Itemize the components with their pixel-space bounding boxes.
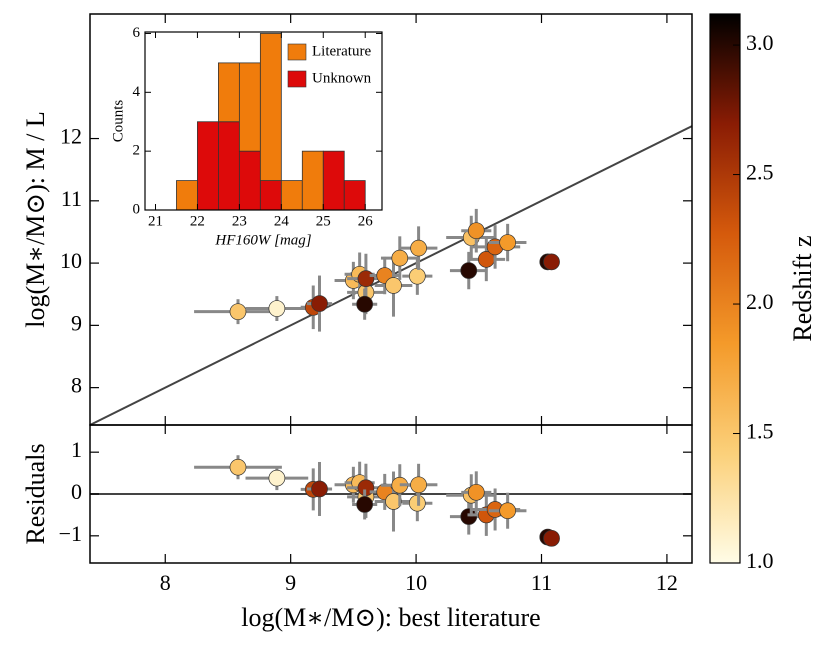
y-tick-label: 4 [133, 84, 141, 100]
colorbar-tick-label: 1.0 [746, 548, 774, 573]
x-tick-label: 11 [531, 570, 552, 595]
residual-point [467, 483, 485, 501]
x-tick-label: 8 [160, 570, 171, 595]
histogram-bar [259, 33, 282, 181]
histogram-bar [238, 62, 261, 152]
legend-swatch [287, 43, 307, 61]
legend-label: Literature [312, 43, 371, 59]
y-tick-label: 0 [71, 479, 82, 504]
point [460, 262, 478, 279]
legend-swatch [287, 70, 307, 88]
x-tick-label: 22 [190, 213, 205, 229]
residual-point [460, 508, 478, 525]
x-tick-label: 24 [274, 213, 290, 229]
x-tick-label: 26 [358, 213, 374, 229]
histogram-bar [259, 180, 282, 211]
x-tick-label: 25 [316, 213, 331, 229]
residual-point [311, 480, 328, 498]
point [268, 300, 286, 317]
y-tick-label: 0 [133, 201, 141, 217]
colorbar-tick-label: 3.0 [746, 30, 774, 55]
histogram-bar [238, 150, 261, 211]
histogram-bar [197, 121, 219, 211]
y-tick-label: 9 [71, 310, 82, 335]
point [391, 249, 409, 267]
colorbar-tick-label: 2.5 [746, 160, 774, 185]
histogram-bar [176, 180, 198, 211]
x-tick-label: 10 [405, 570, 427, 595]
colorbar-label: Redshift z [788, 235, 817, 341]
residual-point [385, 493, 402, 510]
y-tick-label: 12 [60, 124, 82, 149]
point [385, 277, 402, 294]
y-tick-label: 2 [133, 143, 141, 159]
y-tick-label: 8 [71, 373, 82, 398]
residual-point [356, 496, 374, 513]
histogram-bar [301, 150, 324, 211]
point [467, 222, 485, 240]
residual-point [229, 458, 247, 476]
colorbar-tick-label: 2.0 [746, 289, 774, 314]
y-tick-label: 1 [71, 437, 82, 462]
histogram-bar [343, 180, 366, 211]
point [311, 295, 328, 312]
histogram-bar [322, 150, 345, 211]
x-axis-label: HF160W [mag] [214, 232, 311, 248]
histogram-bar [218, 62, 240, 123]
point [229, 303, 247, 321]
point [356, 295, 374, 313]
y-axis-label: log(M∗/M⊙): M / L [21, 111, 50, 327]
colorbar [709, 13, 741, 564]
y-axis-label: Residuals [21, 443, 50, 544]
legend-label: Unknown [312, 70, 372, 86]
y-tick-label: 11 [61, 186, 82, 211]
point [499, 234, 516, 251]
residual-point [410, 476, 427, 494]
point [543, 253, 560, 271]
x-tick-label: 9 [285, 570, 296, 595]
histogram-bar [218, 121, 240, 211]
residual-point [268, 469, 286, 487]
histogram-bar [280, 180, 303, 211]
y-tick-label: 10 [60, 248, 82, 273]
residual-point [543, 529, 560, 547]
y-tick-label: −1 [59, 521, 82, 546]
x-tick-label: 12 [656, 570, 678, 595]
inset-frame [144, 31, 383, 211]
y-axis-label: Counts [110, 100, 126, 143]
x-axis-label: log(M∗/M⊙): best literature [241, 603, 540, 632]
residual-point [499, 502, 516, 520]
x-tick-label: 23 [232, 213, 247, 229]
x-tick-label: 21 [148, 213, 163, 229]
colorbar-tick-label: 1.5 [746, 419, 774, 444]
point [357, 270, 375, 288]
point [408, 267, 426, 285]
y-tick-label: 6 [133, 25, 141, 41]
point [410, 239, 427, 257]
